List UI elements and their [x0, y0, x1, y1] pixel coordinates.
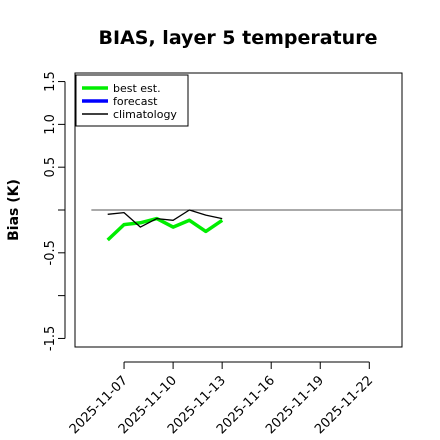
chart-title: BIAS, layer 5 temperature	[99, 27, 378, 49]
y-axis-label: Bias (K)	[6, 179, 22, 241]
y-tick-label: -1.5	[43, 326, 58, 351]
legend-label: forecast	[113, 95, 158, 108]
legend-label: best est.	[113, 82, 161, 95]
legend-label: climatology	[113, 108, 177, 121]
y-tick-label: 1.5	[43, 71, 58, 92]
series-line-best-est-	[106, 216, 224, 242]
y-tick-label: 1.0	[43, 114, 58, 135]
series-line-climatology	[107, 209, 223, 228]
y-tick-label: 0.5	[43, 157, 58, 178]
y-tick-label: -0.5	[43, 240, 58, 265]
